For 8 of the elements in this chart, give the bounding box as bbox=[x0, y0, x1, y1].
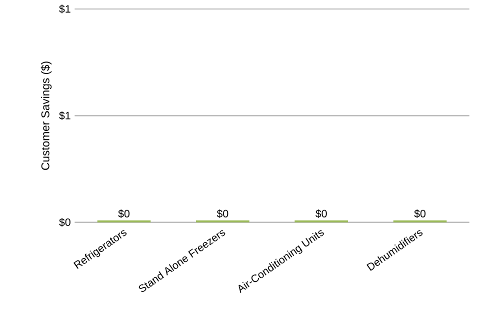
y-axis-title: Customer Savings ($) bbox=[40, 62, 52, 170]
y-tick-label: $0 bbox=[59, 218, 70, 227]
data-label: $0 bbox=[316, 209, 327, 218]
data-label: $0 bbox=[216, 209, 228, 218]
data-label: $0 bbox=[118, 209, 130, 218]
data-label: $0 bbox=[414, 209, 426, 218]
y-tick-label: $1 bbox=[59, 4, 70, 14]
y-tick-label: $1 bbox=[59, 111, 70, 120]
